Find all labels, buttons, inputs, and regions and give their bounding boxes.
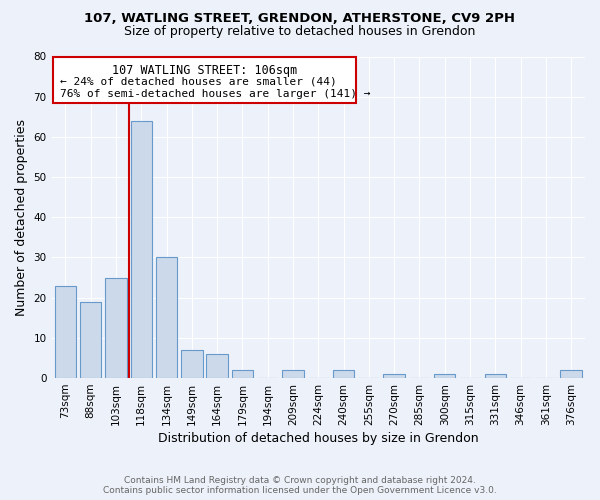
Bar	[434, 374, 455, 378]
Bar	[131, 121, 152, 378]
Y-axis label: Number of detached properties: Number of detached properties	[15, 119, 28, 316]
Bar	[206, 354, 228, 378]
Bar	[383, 374, 405, 378]
Bar	[55, 286, 76, 378]
Text: 107 WATLING STREET: 106sqm: 107 WATLING STREET: 106sqm	[112, 64, 297, 76]
X-axis label: Distribution of detached houses by size in Grendon: Distribution of detached houses by size …	[158, 432, 479, 445]
Text: Contains HM Land Registry data © Crown copyright and database right 2024.
Contai: Contains HM Land Registry data © Crown c…	[103, 476, 497, 495]
Text: Size of property relative to detached houses in Grendon: Size of property relative to detached ho…	[124, 25, 476, 38]
Text: ← 24% of detached houses are smaller (44): ← 24% of detached houses are smaller (44…	[61, 76, 337, 86]
Bar	[282, 370, 304, 378]
Bar	[333, 370, 354, 378]
Bar	[232, 370, 253, 378]
Bar	[560, 370, 582, 378]
Text: 107, WATLING STREET, GRENDON, ATHERSTONE, CV9 2PH: 107, WATLING STREET, GRENDON, ATHERSTONE…	[85, 12, 515, 26]
Text: 76% of semi-detached houses are larger (141) →: 76% of semi-detached houses are larger (…	[61, 90, 371, 100]
FancyBboxPatch shape	[53, 56, 356, 102]
Bar	[105, 278, 127, 378]
Bar	[80, 302, 101, 378]
Bar	[485, 374, 506, 378]
Bar	[181, 350, 203, 378]
Bar	[156, 258, 178, 378]
